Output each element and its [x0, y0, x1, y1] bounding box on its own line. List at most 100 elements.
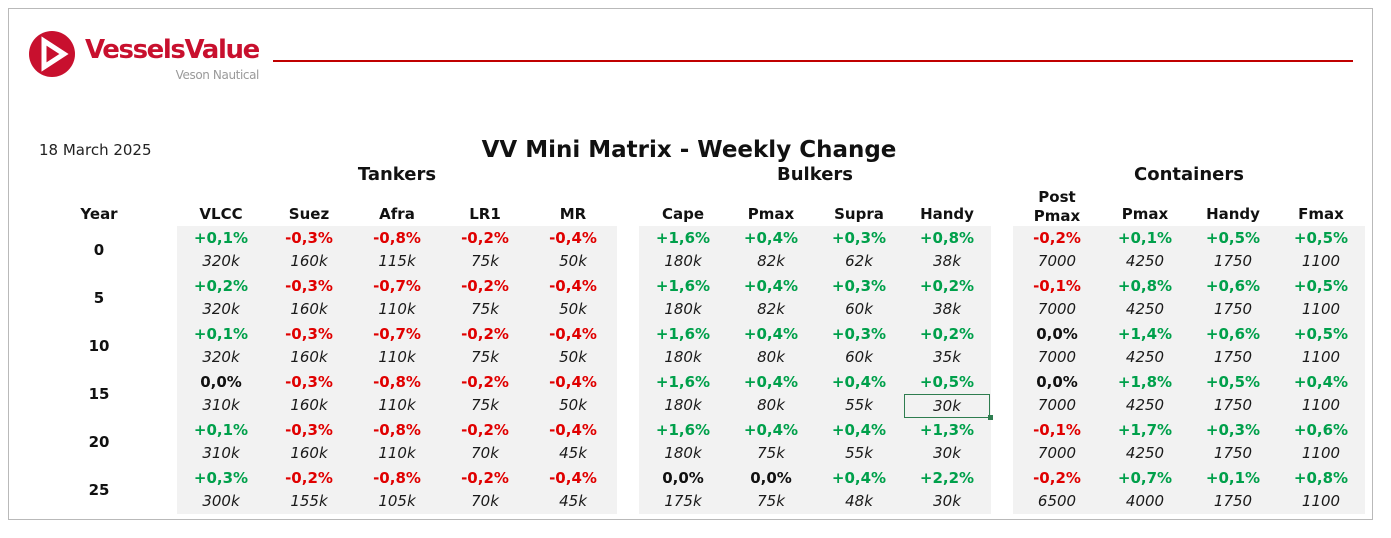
vessel-size-cell: 300k: [202, 492, 240, 510]
vessel-size-cell: 55k: [845, 396, 873, 414]
vessel-size-cell: 1100: [1301, 492, 1341, 510]
vessel-size-cell: 1100: [1301, 300, 1341, 318]
vessel-size-cell: 7000: [1037, 396, 1077, 414]
vessel-size-cell: 75k: [471, 396, 499, 414]
vessel-size-cell: 110k: [378, 396, 416, 414]
vessel-size-cell: 82k: [757, 252, 785, 270]
weekly-change-cell: +0,1%: [1205, 469, 1261, 487]
vessel-size-cell: 1750: [1213, 252, 1253, 270]
vessel-size-cell: 7000: [1037, 444, 1077, 462]
vessel-size-cell: 1750: [1213, 348, 1253, 366]
weekly-change-cell: +0,2%: [919, 325, 975, 343]
year-label: 5: [93, 289, 105, 307]
vessel-size-cell: 80k: [757, 396, 785, 414]
vessel-size-cell: 155k: [290, 492, 328, 510]
column-header-bulkers-handy: Handy: [920, 205, 974, 223]
group-title-containers: Containers: [1134, 164, 1244, 185]
vessel-size-cell: 4250: [1125, 444, 1165, 462]
vessel-size-cell: 1100: [1301, 348, 1341, 366]
selected-cell[interactable]: 30k: [904, 394, 990, 418]
vessel-size-cell: 35k: [933, 348, 961, 366]
weekly-change-cell: 0,0%: [1036, 325, 1078, 343]
vessel-size-cell: 4000: [1125, 492, 1165, 510]
column-header-tankers-afra: Afra: [379, 205, 415, 223]
weekly-change-cell: +0,8%: [1293, 469, 1349, 487]
vessel-size-cell: 6500: [1037, 492, 1077, 510]
weekly-change-cell: +0,2%: [193, 277, 249, 295]
column-header-tankers-lr1: LR1: [469, 205, 501, 223]
column-header-containers-pmax: Pmax: [1121, 205, 1169, 223]
column-header-containers-post-pmax-line2: Pmax: [1033, 207, 1081, 225]
weekly-change-cell: +1,6%: [655, 277, 711, 295]
weekly-change-cell: +0,7%: [1117, 469, 1173, 487]
vessel-size-cell: 160k: [290, 252, 328, 270]
weekly-change-cell: +0,3%: [831, 229, 887, 247]
vessel-size-cell: 30k: [933, 444, 961, 462]
weekly-change-cell: +0,5%: [1293, 325, 1349, 343]
brand-subtitle: Veson Nautical: [175, 68, 260, 82]
group-title-tankers: Tankers: [357, 164, 437, 185]
year-label: 15: [88, 385, 110, 403]
vessel-size-cell: 7000: [1037, 348, 1077, 366]
weekly-change-cell: -0,8%: [373, 373, 421, 391]
vessel-size-cell: 7000: [1037, 300, 1077, 318]
vessel-size-cell: 1750: [1213, 492, 1253, 510]
group-title-bulkers: Bulkers: [777, 164, 853, 185]
weekly-change-cell: +1,3%: [919, 421, 975, 439]
weekly-change-cell: +0,6%: [1205, 325, 1261, 343]
vessel-size-cell: 110k: [378, 300, 416, 318]
weekly-change-cell: -0,2%: [1033, 229, 1081, 247]
weekly-change-cell: +0,4%: [831, 373, 887, 391]
weekly-change-cell: -0,2%: [461, 325, 509, 343]
vessel-size-cell: 1750: [1213, 444, 1253, 462]
weekly-change-cell: -0,4%: [549, 373, 597, 391]
weekly-change-cell: +2,2%: [919, 469, 975, 487]
group-shade-tankers: [177, 226, 617, 514]
weekly-change-cell: -0,2%: [1033, 469, 1081, 487]
vessel-size-cell: 180k: [664, 300, 702, 318]
weekly-change-cell: -0,1%: [1033, 277, 1081, 295]
vessel-size-cell: 4250: [1125, 396, 1165, 414]
vessel-size-cell: 75k: [757, 444, 785, 462]
vessel-size-cell: 4250: [1125, 252, 1165, 270]
vessel-size-cell: 180k: [664, 396, 702, 414]
vessel-size-cell: 1750: [1213, 300, 1253, 318]
vessel-size-cell: 50k: [559, 348, 587, 366]
weekly-change-cell: +1,6%: [655, 229, 711, 247]
weekly-change-cell: +1,6%: [655, 421, 711, 439]
vessel-size-cell: 320k: [202, 252, 240, 270]
weekly-change-cell: +0,1%: [193, 325, 249, 343]
weekly-change-cell: 0,0%: [750, 469, 792, 487]
weekly-change-cell: 0,0%: [1036, 373, 1078, 391]
vessel-size-cell: 7000: [1037, 252, 1077, 270]
weekly-change-cell: +0,5%: [1293, 277, 1349, 295]
weekly-change-cell: -0,4%: [549, 229, 597, 247]
weekly-change-cell: +0,4%: [743, 325, 799, 343]
column-header-tankers-suez: Suez: [288, 205, 330, 223]
weekly-change-cell: -0,8%: [373, 421, 421, 439]
selection-fill-handle[interactable]: [988, 415, 993, 420]
weekly-change-cell: -0,2%: [461, 229, 509, 247]
column-header-tankers-vlcc: VLCC: [199, 205, 243, 223]
weekly-change-cell: +1,4%: [1117, 325, 1173, 343]
report-frame: VesselsValue Veson Nautical 18 March 202…: [8, 8, 1373, 520]
vessel-size-cell: 180k: [664, 252, 702, 270]
weekly-change-cell: +0,5%: [1205, 229, 1261, 247]
vessel-size-cell: 320k: [202, 300, 240, 318]
column-header-bulkers-cape: Cape: [661, 205, 705, 223]
column-header-tankers-mr: MR: [559, 205, 587, 223]
vessel-size-cell: 4250: [1125, 348, 1165, 366]
weekly-change-cell: -0,7%: [373, 325, 421, 343]
vessel-size-cell: 55k: [845, 444, 873, 462]
weekly-change-cell: +0,1%: [193, 421, 249, 439]
weekly-change-cell: -0,7%: [373, 277, 421, 295]
weekly-change-cell: -0,8%: [373, 229, 421, 247]
weekly-change-cell: +0,3%: [1205, 421, 1261, 439]
vessel-size-cell: 38k: [933, 300, 961, 318]
weekly-change-cell: +0,2%: [919, 277, 975, 295]
weekly-change-cell: +0,1%: [193, 229, 249, 247]
weekly-change-cell: -0,8%: [373, 469, 421, 487]
vessel-size-cell: 1750: [1213, 396, 1253, 414]
weekly-change-cell: -0,2%: [461, 421, 509, 439]
year-label: 10: [88, 337, 110, 355]
